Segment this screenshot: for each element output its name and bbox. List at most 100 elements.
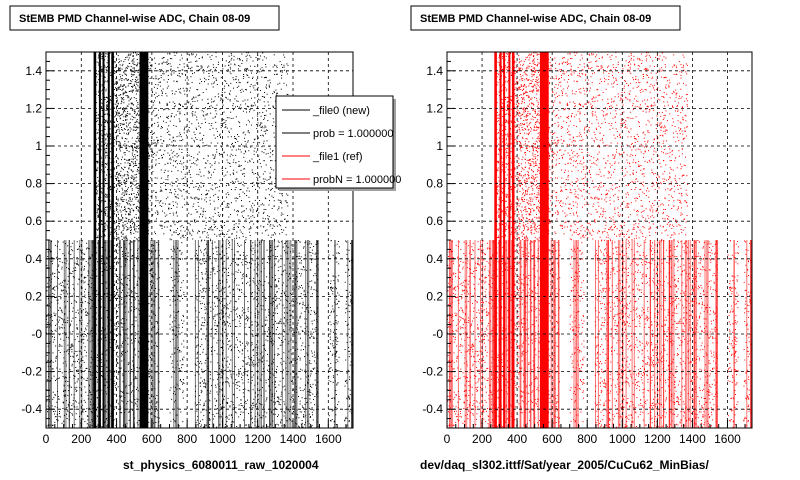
data-point-1308 [299,317,301,319]
data-point-3507 [67,293,69,295]
data-point-4399 [119,180,121,182]
data-point-437 [282,271,284,273]
data-point-3901 [105,196,107,198]
data-point-4827 [123,169,124,171]
data-point-4685 [115,66,117,68]
data-point-551 [274,263,276,265]
data-point-3989 [106,106,107,108]
data-point-1408 [313,360,315,362]
data-point-3612 [309,360,311,362]
data-point-3853 [134,229,136,231]
data-point-4461 [125,68,127,70]
data-point-1024 [75,370,77,371]
data-point-4242 [132,209,134,211]
data-point-1630 [233,273,235,275]
data-point-182 [268,309,270,311]
data-point-1420 [121,395,123,397]
data-point-3296 [84,401,86,403]
data-point-1833 [277,261,279,263]
data-point-4405 [121,200,123,202]
data-point-222 [115,270,117,272]
data-point-3287 [216,251,218,253]
data-point-1225 [196,419,198,421]
data-point-4069 [122,63,124,65]
data-point-3606 [52,425,54,427]
data-point-240 [200,263,202,265]
data-point-18 [247,310,249,312]
data-point-1661 [95,252,97,254]
data-point-2512 [60,285,62,286]
data-point-3862 [97,199,99,201]
data-point-2961 [315,252,317,254]
data-point-4362 [116,112,118,114]
data-point-3633 [280,318,282,320]
data-point-3459 [138,240,140,242]
data-point-4301 [109,128,111,130]
data-point-3072 [57,278,59,279]
data-point-3423 [76,262,78,264]
data-point-1969 [230,325,231,327]
data-point-2172 [59,411,60,412]
data-point-621 [201,324,203,326]
data-point-877 [77,373,79,374]
data-point-1242 [241,376,243,378]
data-point-2416 [134,334,136,336]
data-point-1889 [314,367,316,369]
data-point-256 [332,353,334,355]
data-point-4535 [134,162,136,164]
data-point-3136 [54,289,56,291]
data-point-2423 [60,297,62,298]
data-point-4192 [101,71,103,73]
data-point-3282 [148,341,150,343]
data-point-3186 [134,378,136,380]
data-point-741 [291,300,293,302]
data-point-505 [252,422,253,424]
data-point-2002 [116,261,118,263]
data-point-867 [264,331,266,333]
data-point-3073 [336,384,338,386]
data-point-2443 [240,317,242,319]
data-point-4068 [95,169,97,171]
data-point-2931 [346,417,348,419]
data-point-463 [70,246,72,248]
data-point-2298 [113,250,115,252]
data-point-2120 [199,353,201,355]
data-point-4155 [133,71,135,73]
data-point-408 [106,293,108,295]
data-point-1098 [280,299,282,301]
data-point-4721 [115,81,117,83]
data-point-692 [211,351,213,352]
data-point-384 [117,326,119,327]
data-point-3203 [203,325,205,327]
data-point-200 [217,374,219,376]
data-point-1691 [236,258,238,260]
data-point-3774 [98,123,100,125]
data-point-320 [278,397,280,399]
data-point-385 [86,377,88,379]
data-point-1943 [300,262,302,264]
data-point-3207 [253,364,255,366]
data-point-4489 [101,84,103,86]
data-point-1838 [308,394,310,396]
data-point-617 [247,350,249,352]
data-point-4264 [128,203,130,205]
data-point-3386 [63,391,64,392]
data-point-188 [328,368,330,370]
data-point-4172 [122,129,124,131]
data-point-2729 [311,323,313,325]
data-point-2558 [270,423,272,425]
data-point-530 [220,369,222,371]
data-point-1896 [276,256,278,257]
data-point-210 [217,298,219,300]
data-point-174 [345,418,346,420]
data-point-3915 [124,194,125,196]
data-point-4349 [138,217,140,219]
data-point-1042 [149,292,151,294]
data-point-3169 [106,287,108,289]
data-point-4407 [118,95,120,96]
data-point-319 [229,405,231,407]
data-point-1051 [300,378,302,380]
data-point-468 [169,412,171,414]
data-point-2227 [240,411,242,413]
data-point-3290 [238,264,239,266]
